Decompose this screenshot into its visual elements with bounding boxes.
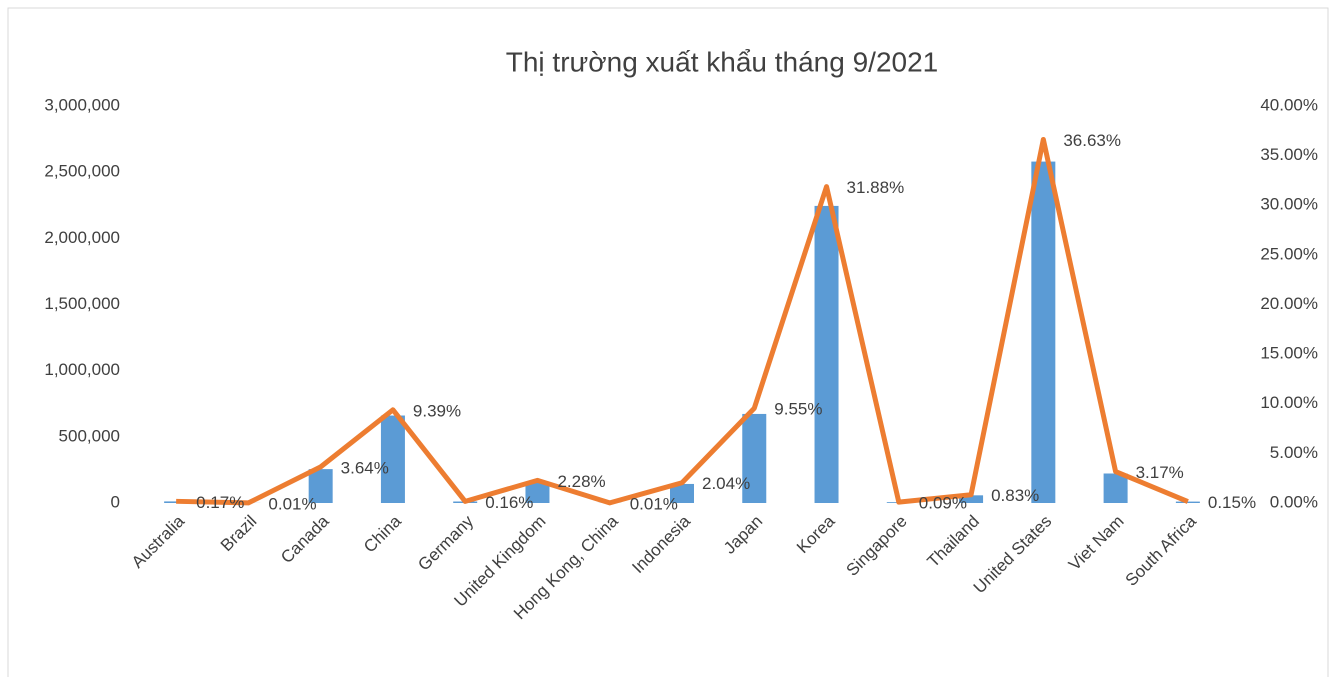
data-label: 0.01% bbox=[268, 494, 316, 513]
data-label: 0.16% bbox=[485, 493, 533, 512]
chart-title: Thị trường xuất khẩu tháng 9/2021 bbox=[506, 46, 939, 77]
data-label: 31.88% bbox=[847, 178, 905, 197]
bar bbox=[742, 413, 767, 503]
data-label: 3.64% bbox=[341, 458, 389, 477]
data-label: 2.04% bbox=[702, 474, 750, 493]
y2-tick-label: 20.00% bbox=[1260, 294, 1318, 313]
y-tick-label: 2,000,000 bbox=[44, 228, 120, 247]
chart-border bbox=[7, 7, 1329, 677]
y2-tick-label: 25.00% bbox=[1260, 244, 1318, 263]
bar bbox=[380, 415, 405, 503]
data-label: 0.17% bbox=[196, 493, 244, 512]
data-label: 36.63% bbox=[1063, 131, 1121, 150]
y-tick-label: 2,500,000 bbox=[44, 162, 120, 181]
y-tick-label: 0 bbox=[111, 492, 120, 511]
y2-tick-label: 30.00% bbox=[1260, 195, 1318, 214]
bar bbox=[814, 205, 839, 503]
y2-tick-label: 10.00% bbox=[1260, 393, 1318, 412]
data-label: 0.01% bbox=[630, 494, 678, 513]
data-label: 0.83% bbox=[991, 486, 1039, 505]
y2-tick-label: 40.00% bbox=[1260, 95, 1318, 114]
bar bbox=[959, 495, 984, 503]
data-label: 3.17% bbox=[1136, 463, 1184, 482]
data-label: 9.55% bbox=[774, 400, 822, 419]
y-tick-label: 500,000 bbox=[59, 426, 120, 445]
y2-tick-label: 5.00% bbox=[1270, 443, 1318, 462]
bar bbox=[1103, 473, 1128, 503]
bar bbox=[308, 469, 333, 503]
y2-tick-label: 15.00% bbox=[1260, 344, 1318, 363]
y-tick-label: 3,000,000 bbox=[44, 95, 120, 114]
y-tick-label: 1,000,000 bbox=[44, 360, 120, 379]
data-label: 2.28% bbox=[557, 472, 605, 491]
data-label: 0.09% bbox=[919, 494, 967, 513]
line bbox=[176, 136, 1189, 506]
bar bbox=[1031, 161, 1056, 503]
bar bbox=[1175, 501, 1200, 503]
bar bbox=[670, 483, 694, 503]
y2-tick-label: 0.00% bbox=[1270, 492, 1318, 511]
data-label: 0.15% bbox=[1208, 493, 1256, 512]
bar bbox=[525, 481, 550, 503]
y2-tick-label: 35.00% bbox=[1260, 145, 1318, 164]
data-label: 9.39% bbox=[413, 401, 461, 420]
y-tick-label: 1,500,000 bbox=[44, 294, 120, 313]
